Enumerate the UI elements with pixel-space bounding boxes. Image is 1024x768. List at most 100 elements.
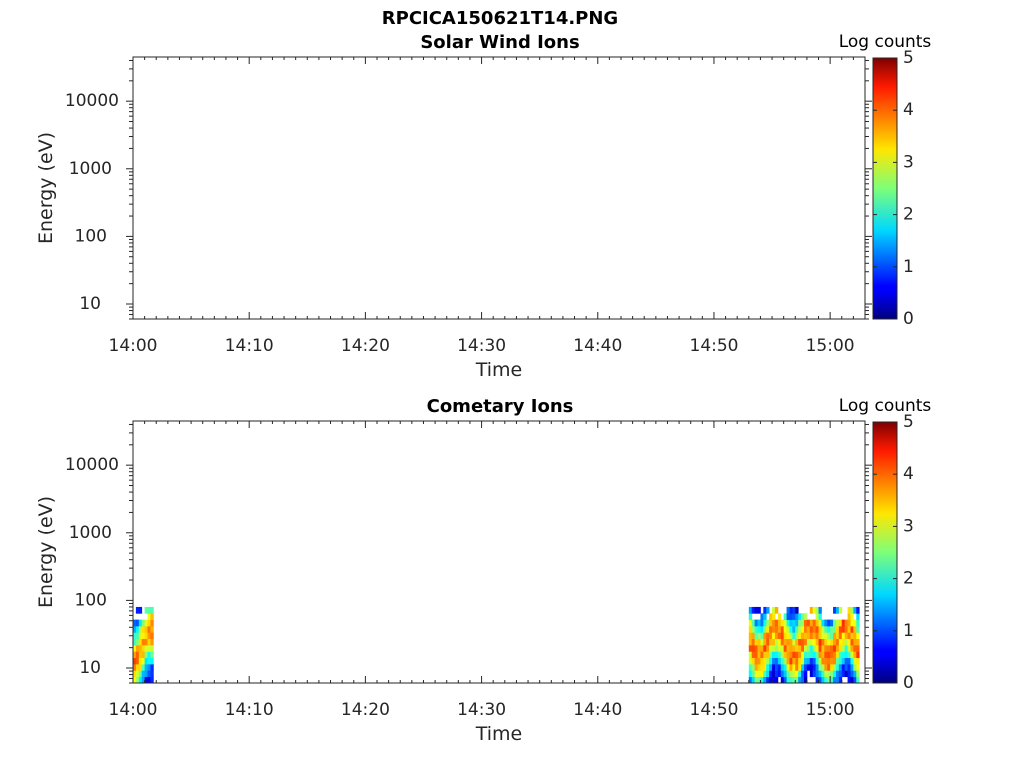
spectrogram-cell	[751, 606, 756, 614]
spectrogram-cell	[777, 657, 782, 665]
x-tick-label: 14:30	[457, 336, 506, 356]
spectrogram-cell	[830, 638, 834, 646]
spectrogram-cell	[833, 657, 837, 665]
spectrogram-cell	[804, 638, 808, 646]
spectrogram-cell	[856, 606, 860, 614]
spectrogram-cell	[147, 657, 151, 665]
spectrogram-cell	[748, 651, 753, 659]
colorbar: Log counts 0 1 2 3 4 5	[839, 396, 932, 693]
spectrogram-cell	[801, 663, 805, 671]
spectrogram-cell	[835, 632, 840, 640]
colorbar-frame	[872, 57, 898, 320]
spectrogram-cell	[760, 657, 764, 665]
spectrogram-cell	[853, 651, 857, 659]
spectrogram-cell	[760, 625, 764, 633]
spectrogram-cell	[844, 651, 848, 659]
spectrogram-cell	[748, 632, 753, 640]
spectrogram-cell	[757, 638, 761, 646]
spectrogram-cell	[144, 657, 148, 665]
spectrogram-cell	[815, 619, 819, 627]
spectrogram-cell	[150, 644, 154, 652]
spectrogram-cell	[144, 644, 148, 652]
spectrogram-cell	[795, 663, 799, 671]
plot-area-frame	[132, 420, 866, 684]
spectrogram-cell	[827, 657, 831, 665]
spectrogram-cell	[760, 638, 764, 646]
spectrogram-cell	[824, 670, 828, 678]
spectrogram-cell	[792, 657, 796, 665]
spectrogram-cell	[812, 638, 817, 646]
spectrogram-cell	[141, 619, 146, 627]
spectrogram-cell	[838, 657, 843, 665]
x-tick-label: 14:40	[573, 336, 622, 356]
spectrogram-cell	[751, 663, 756, 671]
spectrogram-cell	[757, 676, 761, 684]
spectrogram-cell	[821, 676, 825, 684]
plot-area-frame	[132, 56, 866, 320]
spectrogram-cell	[850, 644, 854, 652]
spectrogram-cell	[777, 632, 782, 640]
spectrogram-cell	[763, 663, 767, 671]
x-tick-label: 14:40	[573, 700, 622, 720]
spectrogram-cell	[133, 663, 137, 671]
spectrogram-cell	[838, 625, 843, 633]
spectrogram-cell	[835, 676, 840, 684]
spectrogram-cell	[847, 670, 851, 678]
spectrogram-cell	[847, 619, 851, 627]
spectrogram-cell	[751, 657, 756, 665]
spectrogram-cell	[141, 670, 146, 678]
spectrogram-cell	[792, 625, 796, 633]
spectrogram-cell	[135, 632, 140, 640]
spectrogram-cell	[850, 632, 854, 640]
spectrogram-cell	[806, 619, 811, 627]
spectrogram-cell	[850, 663, 854, 671]
spectrogram-cell	[853, 638, 857, 646]
spectrogram-cell	[766, 663, 770, 671]
spectrogram-cell	[815, 670, 819, 678]
spectrogram-cell	[792, 606, 796, 614]
spectrogram-cell	[766, 657, 770, 665]
spectrogram-cell	[150, 676, 154, 684]
spectrogram-cell	[856, 670, 860, 678]
spectrogram-cell	[135, 625, 140, 633]
spectrogram-cell	[833, 606, 837, 614]
spectrogram-cell	[821, 651, 825, 659]
y-tick-label: 10000	[65, 455, 119, 475]
spectrogram-cell	[792, 613, 796, 621]
spectrogram-cell	[133, 651, 137, 659]
spectrogram-cell	[150, 606, 154, 614]
spectrogram-cell	[830, 676, 834, 684]
spectrogram-cell	[801, 670, 805, 678]
spectrogram-cell	[841, 638, 846, 646]
spectrogram-cell	[150, 663, 154, 671]
spectrogram-cell	[772, 644, 776, 652]
spectrogram-cell	[789, 613, 793, 621]
spectrogram-cell	[856, 676, 860, 684]
y-tick-label: 100	[75, 226, 107, 246]
spectrogram-cell	[777, 638, 782, 646]
spectrogram-cell	[751, 644, 756, 652]
x-axis-label: Time	[475, 359, 523, 381]
spectrogram-cell	[806, 663, 811, 671]
x-tick-label: 14:10	[225, 336, 274, 356]
spectrogram-cell	[789, 663, 793, 671]
spectrogram-cell	[760, 632, 764, 640]
y-axis-label: Energy (eV)	[35, 496, 57, 608]
spectrogram-cell	[815, 606, 819, 614]
spectrogram-cell	[751, 670, 756, 678]
panel-cometary-ions: Cometary Ions 14:00 14:10 14:20 14:30 14…	[35, 396, 931, 745]
spectrogram-cell	[141, 632, 146, 640]
spectrogram-cell	[138, 625, 143, 633]
spectrogram-cell	[766, 670, 770, 678]
spectrogram-cell	[766, 625, 770, 633]
spectrogram-cell	[144, 638, 148, 646]
spectrogram-cell	[804, 657, 808, 665]
spectrogram-cell	[147, 606, 151, 614]
x-tick-label: 14:50	[690, 700, 739, 720]
spectrogram-cell	[806, 644, 811, 652]
y-tick-label: 1000	[69, 523, 112, 543]
spectrogram-cell	[786, 663, 790, 671]
spectrogram-cell	[138, 657, 143, 665]
spectrogram-cell	[786, 619, 790, 627]
spectrogram-cell	[777, 663, 782, 671]
